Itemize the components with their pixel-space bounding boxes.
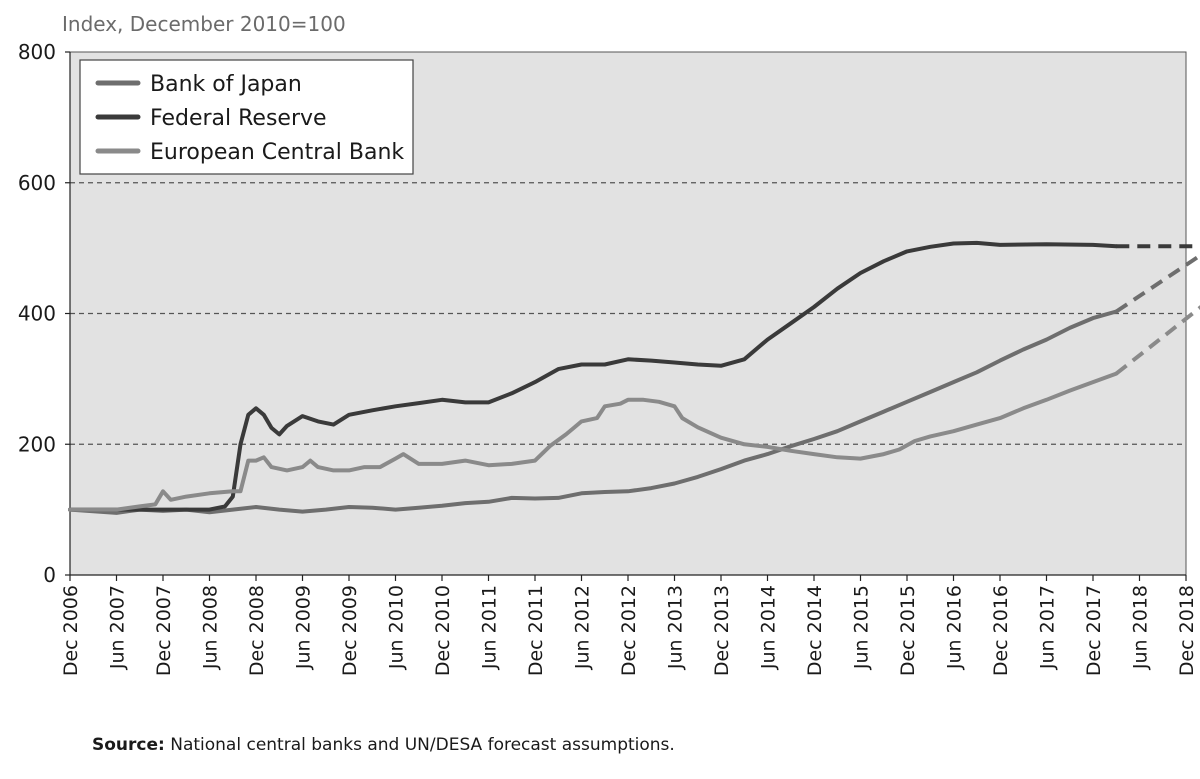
x-tick-label: Jun 2010	[386, 585, 408, 670]
x-tick-label: Dec 2009	[339, 585, 361, 676]
source-note: Source: National central banks and UN/DE…	[92, 735, 675, 755]
x-tick-label: Dec 2015	[897, 585, 919, 676]
x-tick-label: Dec 2016	[990, 585, 1012, 676]
x-tick-label: Jun 2008	[200, 585, 222, 670]
y-tick-label: 400	[18, 302, 56, 326]
x-tick-label: Jun 2007	[107, 585, 129, 670]
series	[68, 240, 1200, 515]
x-tick-label: Dec 2010	[432, 585, 454, 676]
x-tick-label: Dec 2011	[525, 585, 547, 676]
y-tick-label: 800	[18, 40, 56, 64]
x-tick-label: Dec 2008	[246, 585, 268, 676]
grid	[70, 182, 1186, 445]
x-tick-label: Jun 2017	[1037, 585, 1059, 670]
x-tick-label: Dec 2017	[1083, 585, 1105, 676]
legend: Bank of Japan Federal Reserve European Cen…	[79, 59, 414, 175]
x-tick-label: Jun 2014	[758, 585, 780, 670]
x-tick-label: Dec 2018	[1176, 585, 1198, 676]
x-tick-label: Dec 2014	[804, 585, 826, 676]
x-tick-label: Jun 2015	[851, 585, 873, 670]
x-tick-label: Jun 2013	[665, 585, 687, 670]
x-tick-label: Dec 2006	[60, 585, 82, 676]
x-tick-label: Jun 2016	[944, 585, 966, 670]
source-label: Source:	[92, 735, 165, 755]
y-axis-label: Index, December 2010=100	[62, 12, 346, 36]
series-line-1	[68, 240, 1119, 512]
legend-label: Bank of Japan	[150, 72, 302, 97]
y-tick-label: 600	[18, 171, 56, 195]
series-line-0	[68, 309, 1119, 515]
x-tick-label: Dec 2007	[153, 585, 175, 676]
x-tick-label: Jun 2018	[1130, 585, 1152, 670]
x-tick-label: Jun 2009	[293, 585, 315, 670]
series-line-2	[68, 371, 1119, 512]
axes: 0 200 400 600 800 Dec 2006 Jun 2007 Dec 2007 Jun…	[18, 40, 1198, 676]
x-tick-label: Jun 2012	[572, 585, 594, 670]
legend-label: Federal Reserve	[150, 106, 327, 131]
legend-label: European Central Bank	[150, 140, 404, 165]
x-tick-label: Dec 2012	[618, 585, 640, 676]
y-tick-label: 200	[18, 432, 56, 456]
x-tick-label: Jun 2011	[479, 585, 501, 670]
x-tick-label: Dec 2013	[711, 585, 733, 676]
y-tick-label: 0	[43, 563, 56, 587]
source-text: National central banks and UN/DESA forec…	[164, 735, 675, 755]
